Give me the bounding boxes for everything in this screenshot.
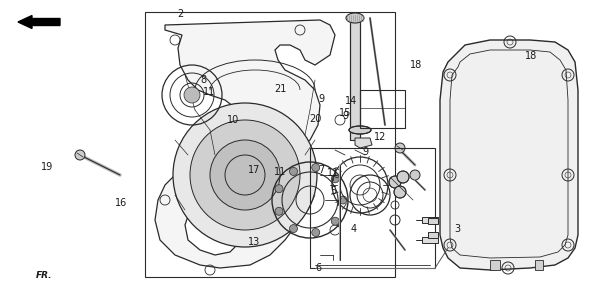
Circle shape	[173, 103, 317, 247]
Circle shape	[184, 87, 200, 103]
Polygon shape	[155, 20, 335, 268]
Bar	[350, 18, 360, 140]
Ellipse shape	[346, 13, 364, 23]
Text: 11: 11	[327, 168, 339, 178]
Circle shape	[394, 186, 406, 198]
Text: 9: 9	[342, 111, 348, 121]
Text: 9: 9	[319, 94, 324, 104]
Text: 16: 16	[115, 198, 127, 208]
Text: 2: 2	[177, 8, 183, 19]
Text: 18: 18	[525, 51, 537, 61]
Bar	[422, 217, 438, 223]
Circle shape	[312, 163, 320, 172]
Text: 4: 4	[351, 224, 357, 234]
Polygon shape	[440, 40, 578, 270]
Text: 21: 21	[274, 84, 286, 94]
Text: 14: 14	[345, 96, 357, 106]
Text: 7: 7	[319, 165, 324, 175]
Text: 9: 9	[363, 147, 369, 157]
Bar	[310, 148, 435, 268]
Polygon shape	[490, 260, 500, 270]
Polygon shape	[535, 260, 543, 270]
FancyArrow shape	[18, 15, 60, 29]
Bar	[360, 90, 405, 128]
Circle shape	[275, 207, 283, 215]
Ellipse shape	[349, 126, 371, 134]
Text: 5: 5	[330, 186, 336, 196]
Text: 13: 13	[248, 237, 260, 247]
Circle shape	[410, 170, 420, 180]
Text: 18: 18	[410, 60, 422, 70]
Text: 8: 8	[201, 75, 206, 85]
Circle shape	[290, 225, 297, 233]
Circle shape	[75, 150, 85, 160]
Text: 3: 3	[454, 224, 460, 234]
Polygon shape	[355, 138, 372, 148]
Text: 11: 11	[204, 87, 215, 97]
Text: 10: 10	[227, 115, 239, 126]
Circle shape	[275, 185, 283, 193]
Text: 17: 17	[248, 165, 260, 175]
Bar	[428, 232, 438, 238]
Text: 19: 19	[41, 162, 53, 172]
Circle shape	[190, 120, 300, 230]
Text: 20: 20	[310, 114, 322, 124]
Circle shape	[312, 228, 320, 237]
Bar	[428, 218, 438, 224]
Text: 12: 12	[375, 132, 386, 142]
Circle shape	[339, 196, 347, 204]
Bar	[145, 12, 395, 277]
Text: 15: 15	[339, 108, 351, 118]
Text: FR.: FR.	[36, 271, 53, 280]
Text: 6: 6	[316, 263, 322, 273]
Bar	[422, 237, 438, 243]
Circle shape	[389, 176, 401, 188]
Circle shape	[290, 167, 297, 175]
Circle shape	[397, 171, 409, 183]
Circle shape	[331, 217, 339, 225]
Text: 11: 11	[274, 166, 286, 177]
Circle shape	[395, 143, 405, 153]
Circle shape	[331, 175, 339, 183]
Circle shape	[210, 140, 280, 210]
